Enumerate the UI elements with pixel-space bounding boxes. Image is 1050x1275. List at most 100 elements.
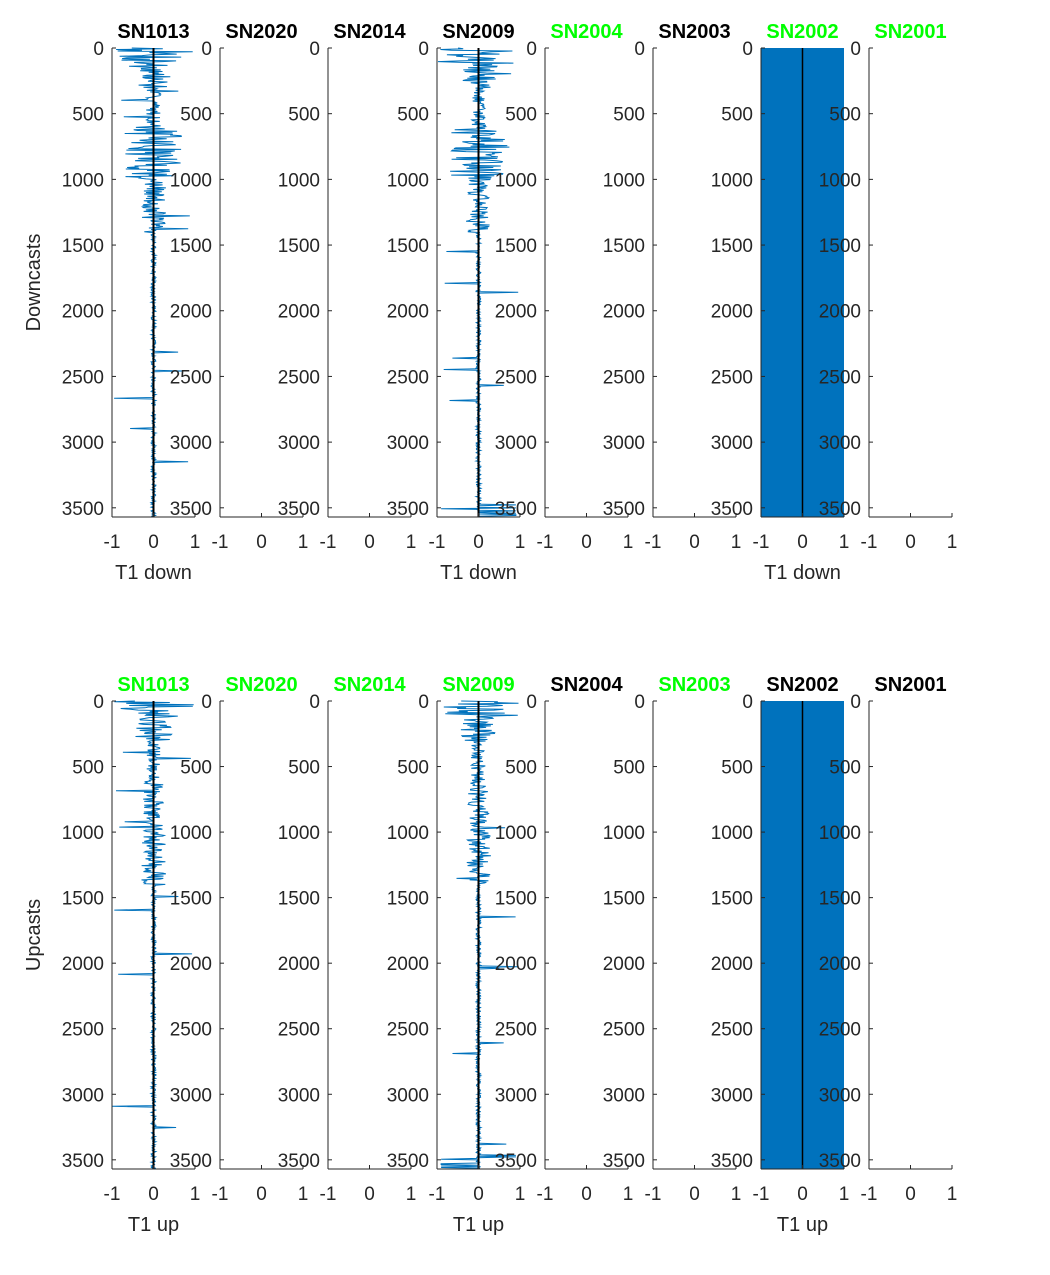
x-tick-label: 0 — [364, 1184, 375, 1205]
y-tick-label: 500 — [397, 758, 429, 779]
x-tick-label: -1 — [104, 532, 121, 553]
y-tick-label: 3000 — [170, 1085, 212, 1106]
y-tick-label: 500 — [721, 105, 753, 126]
y-tick-label: 500 — [397, 105, 429, 126]
y-tick-label: 1500 — [819, 889, 861, 910]
y-tick-label: 3500 — [387, 499, 429, 520]
y-tick-label: 1500 — [495, 889, 537, 910]
x-tick-label: 1 — [839, 532, 850, 553]
x-tick-label: 1 — [731, 1184, 742, 1205]
x-axis-label: T1 down — [440, 562, 517, 584]
panel-title: SN2020 — [225, 21, 297, 43]
y-tick-label: 0 — [201, 39, 212, 60]
x-tick-label: 0 — [905, 532, 916, 553]
y-tick-label: 2500 — [62, 367, 104, 388]
y-tick-label: 2000 — [711, 302, 753, 323]
y-tick-label: 1500 — [387, 236, 429, 257]
y-tick-label: 1500 — [819, 236, 861, 257]
x-axis-label: T1 up — [777, 1214, 828, 1236]
x-tick-label: 1 — [839, 1184, 850, 1205]
x-tick-label: -1 — [320, 1184, 337, 1205]
panel-sn2020: 0 500 1000 1500 2000 2500 3000 3500-1 0 1 SN2020 — [170, 674, 309, 1205]
x-tick-label: 0 — [473, 1184, 484, 1205]
panel-sn2001: 0 500 1000 1500 2000 2500 3000 3500-1 0 1 SN2001 — [819, 21, 958, 553]
x-tick-label: -1 — [861, 1184, 878, 1205]
x-tick-label: 0 — [148, 532, 159, 553]
y-tick-label: 3500 — [495, 1151, 537, 1172]
panel-sn2014: 0 500 1000 1500 2000 2500 3000 3500-1 0 1 SN2014 — [278, 674, 417, 1205]
y-tick-label: 500 — [72, 758, 104, 779]
y-tick-label: 1500 — [278, 889, 320, 910]
y-tick-label: 1000 — [62, 170, 104, 191]
y-tick-label: 1000 — [62, 823, 104, 844]
panel-title: SN2009 — [442, 21, 514, 43]
y-tick-label: 1000 — [387, 170, 429, 191]
y-tick-label: 3500 — [495, 499, 537, 520]
y-tick-label: 3500 — [170, 1151, 212, 1172]
y-tick-label: 3500 — [278, 499, 320, 520]
x-tick-label: -1 — [104, 1184, 121, 1205]
y-tick-label: 3500 — [819, 499, 861, 520]
panel-sn2004: 0 500 1000 1500 2000 2500 3000 3500-1 0 1 SN2004 — [495, 21, 634, 553]
y-tick-label: 2000 — [278, 954, 320, 975]
y-tick-label: 1500 — [387, 889, 429, 910]
y-tick-label: 0 — [418, 692, 429, 713]
x-tick-label: -1 — [645, 1184, 662, 1205]
panel-sn1013: 0 500 1000 1500 2000 2500 3000 3500-1 0 1 SN1013 T1… — [62, 674, 201, 1236]
y-tick-label: 0 — [850, 692, 861, 713]
y-tick-label: 0 — [634, 692, 645, 713]
y-tick-label: 3000 — [387, 1085, 429, 1106]
y-tick-label: 1000 — [711, 170, 753, 191]
y-tick-label: 3000 — [495, 433, 537, 454]
y-tick-label: 2500 — [603, 367, 645, 388]
y-tick-label: 0 — [93, 39, 104, 60]
y-tick-label: 3000 — [603, 1085, 645, 1106]
y-tick-label: 1000 — [278, 170, 320, 191]
y-tick-label: 3000 — [387, 433, 429, 454]
y-tick-label: 500 — [72, 105, 104, 126]
y-tick-label: 3500 — [170, 499, 212, 520]
x-tick-label: 0 — [797, 532, 808, 553]
y-tick-label: 2500 — [711, 1020, 753, 1041]
y-tick-label: 2000 — [711, 954, 753, 975]
panel-title: SN2004 — [550, 674, 623, 696]
x-tick-label: -1 — [537, 1184, 554, 1205]
x-tick-label: 0 — [364, 532, 375, 553]
y-tick-label: 3500 — [387, 1151, 429, 1172]
x-tick-label: 1 — [406, 532, 417, 553]
x-tick-label: 0 — [797, 1184, 808, 1205]
y-tick-label: 0 — [850, 39, 861, 60]
y-tick-label: 3000 — [170, 433, 212, 454]
panel-title: SN2003 — [658, 674, 730, 696]
y-tick-label: 2000 — [495, 302, 537, 323]
x-tick-label: -1 — [753, 532, 770, 553]
y-tick-label: 1000 — [819, 823, 861, 844]
y-tick-label: 500 — [613, 758, 645, 779]
y-tick-label: 1500 — [170, 236, 212, 257]
x-tick-label: -1 — [753, 1184, 770, 1205]
y-tick-label: 500 — [721, 758, 753, 779]
y-tick-label: 0 — [634, 39, 645, 60]
y-tick-label: 2000 — [387, 302, 429, 323]
y-tick-label: 2500 — [387, 367, 429, 388]
y-tick-label: 3000 — [711, 1085, 753, 1106]
y-tick-label: 2000 — [495, 954, 537, 975]
y-tick-label: 2000 — [62, 302, 104, 323]
panel-title: SN2020 — [225, 674, 297, 696]
x-tick-label: 1 — [515, 532, 526, 553]
y-tick-label: 0 — [742, 692, 753, 713]
y-tick-label: 0 — [309, 692, 320, 713]
panel-title: SN2004 — [550, 21, 623, 43]
y-tick-label: 1500 — [62, 889, 104, 910]
panel-sn2020: 0 500 1000 1500 2000 2500 3000 3500-1 0 1 SN2020 — [170, 21, 309, 553]
x-tick-label: -1 — [861, 532, 878, 553]
y-tick-label: 1000 — [170, 170, 212, 191]
y-tick-label: 1000 — [387, 823, 429, 844]
x-tick-label: 1 — [515, 1184, 526, 1205]
panel-title: SN1013 — [117, 21, 189, 43]
y-tick-label: 2500 — [170, 367, 212, 388]
panel-title: SN2003 — [658, 21, 730, 43]
y-tick-label: 0 — [201, 692, 212, 713]
y-tick-label: 0 — [309, 39, 320, 60]
